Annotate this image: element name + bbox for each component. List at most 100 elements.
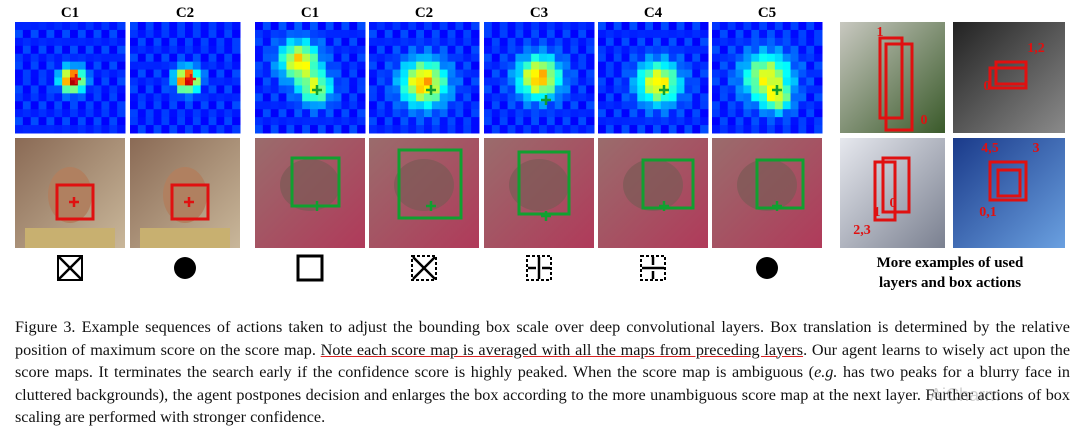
heatmap-cell [621,93,630,102]
heatmap-cell [424,37,433,47]
heatmap-cell [392,109,401,118]
heatmap-cell [30,117,40,126]
heatmap-cell [570,37,579,47]
heatmap-cell [286,117,295,126]
heatmap-cell [621,53,630,63]
heatmap-cell [431,109,441,118]
heatmap-cell [806,109,815,118]
heatmap-cell [484,101,493,110]
heatmap-cell [684,93,693,102]
heatmap-cell [463,69,472,78]
heatmap-cell [153,125,162,134]
heatmap-cell [531,53,540,63]
heatmap-cell [719,77,729,86]
heatmap-cell [408,22,417,31]
heatmap-cell [759,37,768,47]
action-icon [526,255,552,281]
heatmap-cell [523,22,532,31]
heatmap-cell [499,53,509,63]
heatmap-cell [455,117,464,126]
heatmap-cell [341,85,350,94]
heatmap-cell [400,22,409,31]
heatmap-cell [562,85,571,94]
heatmap-cell [439,101,449,110]
face [163,167,207,223]
heatmap-cell [117,93,126,102]
heatmap-cell [341,53,350,63]
heatmap-cell [562,29,571,39]
heatmap-cell [216,53,225,63]
heatmap-cell [15,69,24,78]
heatmap-cell [177,29,186,39]
heatmap-cell [586,29,595,39]
heatmap-cell [349,53,358,63]
heatmap-cell [255,29,264,39]
heatmap-cell [751,69,760,78]
heatmap-cell [145,85,155,94]
heatmap-cell [782,22,792,31]
heatmap-cell [637,69,646,78]
caption-italic: e.g. [814,363,838,381]
heatmap-cell [400,101,409,110]
heatmap-cell [621,45,630,55]
heatmap-cell [400,37,409,47]
heatmap-cell [515,53,524,63]
heatmap-cell [539,85,548,94]
heatmap-cell [531,37,540,47]
heatmap-cell [531,61,540,71]
heatmap-cell [719,29,729,39]
heatmap-cell [117,37,126,47]
heatmap-cell [177,117,186,126]
heatmap-cell [349,29,358,39]
heatmap-cell [177,125,186,134]
heatmap-cell [539,93,548,102]
heatmap-cell [598,45,607,55]
heatmap-cell [700,85,709,94]
heatmap-cell [192,37,202,47]
example-label: 2,3 [853,223,871,238]
heatmap-cell [539,69,548,78]
heatmap-cell [767,45,776,55]
heatmap-cell [598,77,607,86]
heatmap-cell [774,29,784,39]
heatmap-cell [554,85,564,94]
heatmap-cell [431,29,441,39]
heatmap-cell [294,109,303,118]
heatmap-cell [15,109,24,118]
heatmap-cell [109,85,118,94]
heatmap-cell [782,101,792,110]
heatmap-cell [93,53,102,63]
heatmap-cell [317,61,327,71]
heatmap-cell [54,22,63,31]
heatmap-cell [645,22,654,31]
watermark: AiCharm [930,385,1001,405]
heatmap-cell [302,45,311,55]
heatmap-cell [598,69,607,78]
heatmap-cell [416,85,425,94]
column-label: C2 [415,5,433,21]
heatmap-cell [22,125,32,134]
heatmap-cell [637,29,646,39]
heatmap-cell [507,37,516,47]
heatmap-cell [130,53,139,63]
heatmap-cell [790,93,799,102]
heatmap-cell [712,37,721,47]
heatmap-cell [712,45,721,55]
heatmap-cell [15,29,24,39]
heatmap-cell [554,93,564,102]
heatmap-cell [515,22,524,31]
heatmap-cell [790,29,799,39]
heatmap-cell [54,85,63,94]
heatmap-cell [185,53,194,63]
heatmap-cell [621,37,630,47]
heatmap-cell [798,69,807,78]
heatmap-cell [416,45,425,55]
heatmap-cell [130,69,139,78]
heatmap-cell [169,45,178,55]
heatmap-cell [684,117,693,126]
heatmap-cell [130,77,139,86]
heatmap-cell [101,29,110,39]
heatmap-cell [507,85,516,94]
heatmap-cell [570,85,579,94]
heatmap-cell [109,93,118,102]
